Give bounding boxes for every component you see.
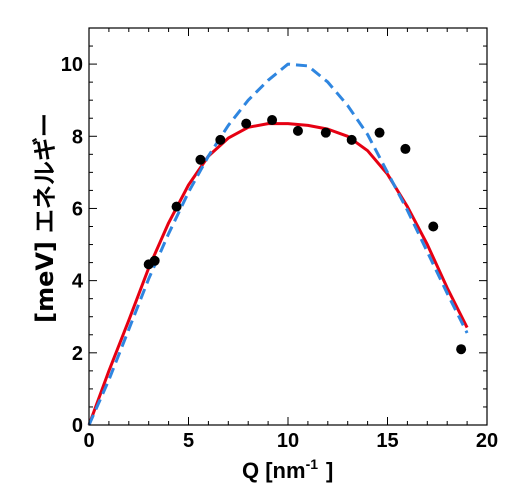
x-tick-label: 5: [183, 430, 194, 452]
data-point: [346, 134, 357, 145]
y-axis-title: [meV] エネルギー: [31, 113, 59, 323]
y-tick-label: 6: [72, 198, 83, 220]
dashed-fit-line: [87, 62, 469, 426]
data-point: [215, 134, 226, 145]
solid-fit-line: [87, 122, 469, 426]
x-tick-label: 10: [277, 430, 299, 452]
chart-marks: [87, 62, 469, 426]
y-tick-label: 0: [72, 415, 83, 437]
x-tick-label: 15: [376, 430, 398, 452]
data-point: [292, 125, 303, 136]
y-axis-unit: [meV]: [31, 241, 59, 323]
y-tick-label: 8: [72, 126, 83, 148]
data-point: [400, 143, 411, 154]
plot-frame: [88, 27, 488, 426]
y-tick-label: 2: [72, 343, 83, 365]
x-tick-label: 0: [83, 430, 94, 452]
data-point: [374, 127, 385, 138]
axis-ticks: 0 5 10 15 20 0 2 4 6 8 10: [61, 27, 498, 452]
y-tick-label: 4: [72, 271, 84, 293]
data-point: [241, 118, 252, 129]
data-point: [428, 221, 439, 232]
x-tick-label: 20: [476, 430, 498, 452]
data-point: [171, 201, 182, 212]
data-point: [149, 255, 160, 266]
data-point: [320, 127, 331, 138]
data-point: [456, 344, 467, 355]
svg-text:[meV]エネルギー: [meV] エネルギー: [31, 113, 59, 323]
x-axis-title: Q [nm-1]: [242, 456, 333, 483]
y-tick-label: 10: [61, 54, 83, 76]
data-point: [267, 115, 278, 126]
y-axis-label: エネルギー: [31, 113, 59, 233]
data-point: [195, 154, 206, 165]
